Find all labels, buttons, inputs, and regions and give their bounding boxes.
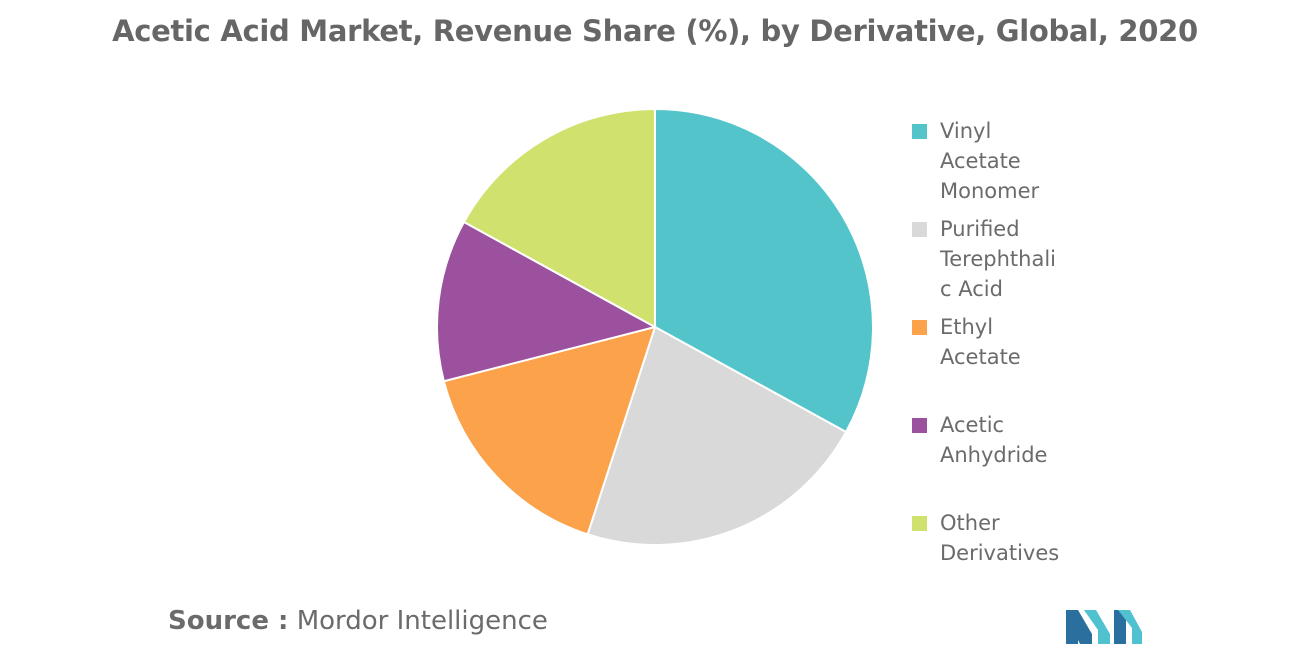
mordor-intelligence-logo-icon: [1066, 610, 1142, 644]
logo-shape-right: [1114, 610, 1126, 644]
legend-label: Purified Terephthalic Acid: [940, 217, 1056, 301]
source-note: Source : Mordor Intelligence: [168, 606, 548, 636]
legend-label: Ethyl Acetate: [940, 315, 1021, 369]
legend-swatch: [912, 222, 927, 237]
legend-label: Acetic Anhydride: [940, 413, 1048, 467]
pie-slice-vinyl-acetate-monomer: [654, 107, 874, 434]
legend-label: Vinyl Acetate Monomer: [940, 119, 1040, 203]
pie-slice-ethyl-acetate: [442, 325, 657, 536]
logo-shape-far: [1118, 610, 1142, 644]
pie-slice-purified-terephthalic-acid: [586, 325, 848, 546]
legend-swatch: [912, 320, 927, 335]
logo-shape-left: [1066, 610, 1092, 644]
legend-swatch: [912, 516, 927, 531]
source-label: Source :: [168, 606, 289, 636]
logo-shape-mid: [1084, 610, 1110, 644]
source-text: Mordor Intelligence: [296, 606, 548, 636]
pie-slice-acetic-anhydride: [436, 220, 658, 383]
legend-label: Other Derivatives: [940, 511, 1060, 565]
legend-swatch: [912, 418, 927, 433]
chart-title: Acetic Acid Market, Revenue Share (%), b…: [112, 14, 1198, 48]
pie-slice-other-derivatives: [462, 107, 656, 329]
legend-swatch: [912, 124, 927, 139]
